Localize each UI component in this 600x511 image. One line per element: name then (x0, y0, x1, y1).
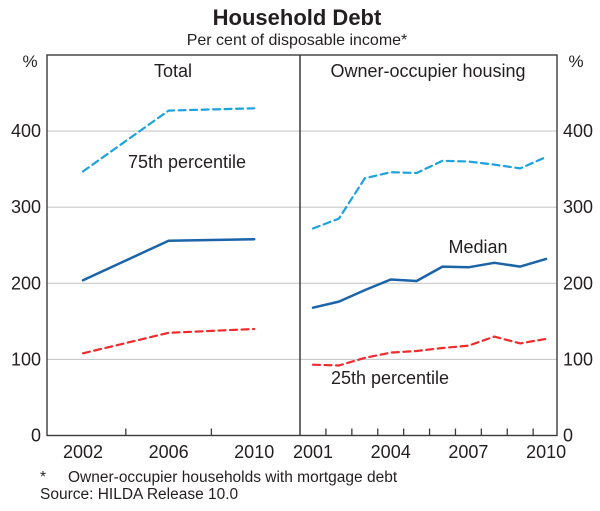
plot-generated-content: 0 0 100 100 200 200 300 300 400 400 2002 2006 2010 20… (11, 107, 593, 462)
series-line-median-left (81, 237, 256, 282)
plot-frame (46, 54, 558, 437)
y-axis-label-left-100: 100 (11, 349, 41, 369)
x-axis-label-2004: 2004 (371, 442, 411, 462)
y-axis-label-right-200: 200 (563, 273, 593, 293)
chart-title: Household Debt (213, 5, 382, 30)
series-label-median: Median (448, 237, 507, 257)
y-axis-unit-right: % (568, 52, 583, 71)
series-line-median-right (311, 257, 548, 309)
y-axis-label-left-300: 300 (11, 197, 41, 217)
y-axis-label-left-0: 0 (31, 426, 41, 446)
series-line-25th-percentile-left (81, 327, 256, 355)
x-axis-label-2010: 2010 (234, 442, 274, 462)
footnote-text: Owner-occupier households with mortgage … (68, 469, 398, 486)
series-line-75th-percentile-left (81, 107, 256, 173)
y-axis-label-right-100: 100 (563, 349, 593, 369)
y-axis-label-right-400: 400 (563, 121, 593, 141)
x-axis-label-2007: 2007 (448, 442, 488, 462)
y-axis-label-right-300: 300 (563, 197, 593, 217)
chart-subtitle: Per cent of disposable income* (187, 32, 408, 49)
footnote-marker: * (40, 469, 46, 486)
y-axis-label-right-0: 0 (563, 426, 573, 446)
x-axis-label-2001: 2001 (293, 442, 333, 462)
x-axis-label-2010: 2010 (526, 442, 566, 462)
y-axis-unit-left: % (22, 52, 37, 71)
x-axis-label-2006: 2006 (149, 442, 189, 462)
panel-title-total: Total (154, 61, 192, 81)
series-label-75th-percentile: 75th percentile (128, 152, 246, 172)
x-axis-label-2002: 2002 (63, 442, 103, 462)
y-axis-label-left-400: 400 (11, 121, 41, 141)
y-axis-label-left-200: 200 (11, 273, 41, 293)
source-text: Source: HILDA Release 10.0 (40, 486, 239, 503)
series-line-75th-percentile-right (311, 155, 548, 230)
series-line-25th-percentile-right (311, 335, 548, 367)
panel-title-owner-occupier-housing: Owner-occupier housing (330, 61, 525, 81)
series-label-25th-percentile: 25th percentile (331, 368, 449, 388)
